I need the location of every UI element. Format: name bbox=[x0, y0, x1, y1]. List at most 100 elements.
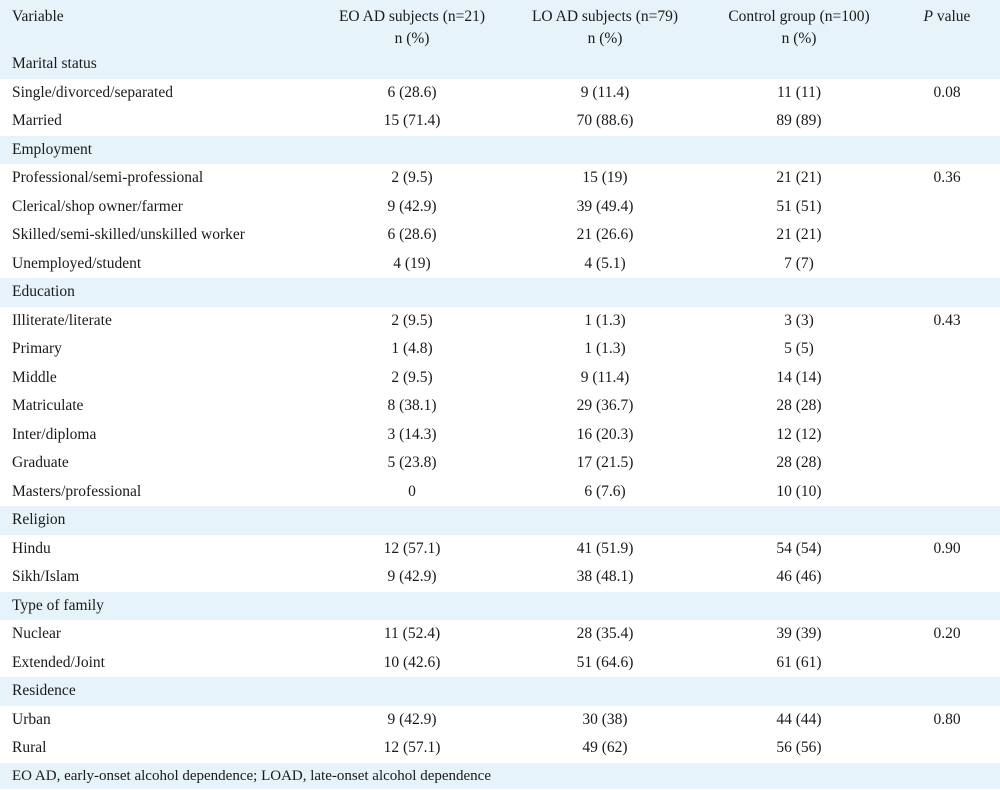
cell-p-value: 0.90 bbox=[933, 539, 961, 557]
header-ctrl-unit: n (%) bbox=[781, 30, 817, 47]
cell-eo-ad: 8 (38.1) bbox=[387, 397, 437, 414]
cell-control: 46 (46) bbox=[776, 568, 822, 585]
row-label: Professional/semi-professional bbox=[12, 169, 204, 186]
cell-p-value bbox=[894, 221, 1000, 250]
cell-lo-ad: 49 (62) bbox=[582, 739, 628, 756]
cell-p-value bbox=[894, 107, 1000, 136]
row-label: Primary bbox=[12, 340, 62, 357]
section-title: Marital status bbox=[0, 50, 1000, 79]
cell-control: 44 (44) bbox=[776, 710, 822, 728]
table-row: Skilled/semi-skilled/unskilled worker 6 (… bbox=[0, 221, 1000, 250]
cell-control: 51 (51) bbox=[776, 197, 822, 215]
row-label: Sikh/Islam bbox=[12, 568, 80, 585]
cell-p-value bbox=[894, 449, 1000, 478]
section-title: Employment bbox=[0, 135, 1000, 164]
cell-p-value bbox=[894, 734, 1000, 763]
table-body: Marital status Single/divorced/separated 6… bbox=[0, 50, 1000, 763]
cell-p-value bbox=[894, 478, 1000, 507]
cell-control: 21 (21) bbox=[776, 169, 822, 186]
table-row: Hindu 12 (57.1) 41 (51.9) 54 (54) 0.90 bbox=[0, 535, 1000, 564]
cell-lo-ad: 21 (26.6) bbox=[576, 226, 634, 243]
table-row: Sikh/Islam 9 (42.9) 38 (48.1) 46 (46) bbox=[0, 563, 1000, 592]
row-label: Illiterate/literate bbox=[12, 311, 112, 329]
table-row: Graduate 5 (23.8) 17 (21.5) 28 (28) bbox=[0, 449, 1000, 478]
cell-control: 3 (3) bbox=[784, 311, 814, 329]
cell-control: 21 (21) bbox=[776, 226, 822, 243]
section-row: Residence bbox=[0, 677, 1000, 706]
cell-p-value: 0.08 bbox=[933, 83, 961, 101]
table-row: Professional/semi-professional 2 (9.5) 15 … bbox=[0, 164, 1000, 193]
table-footnote: EO AD, early-onset alcohol dependence; L… bbox=[0, 762, 1000, 789]
cell-lo-ad: 1 (1.3) bbox=[584, 340, 626, 357]
cell-eo-ad: 6 (28.6) bbox=[387, 83, 437, 101]
section-row: Employment bbox=[0, 135, 1000, 164]
row-label: Married bbox=[12, 112, 62, 129]
row-label: Single/divorced/separated bbox=[12, 83, 173, 101]
section-row: Education bbox=[0, 278, 1000, 307]
section-title: Residence bbox=[0, 677, 1000, 706]
section-row: Religion bbox=[0, 506, 1000, 535]
cell-p-value bbox=[894, 335, 1000, 364]
row-label: Matriculate bbox=[12, 397, 84, 414]
cell-eo-ad: 9 (42.9) bbox=[387, 197, 437, 215]
cell-lo-ad: 29 (36.7) bbox=[576, 397, 634, 414]
table-row: Unemployed/student 4 (19) 4 (5.1) 7 (7) bbox=[0, 250, 1000, 279]
cell-control: 7 (7) bbox=[784, 254, 814, 272]
row-label: Middle bbox=[12, 368, 57, 386]
cell-lo-ad: 39 (49.4) bbox=[576, 197, 634, 215]
cell-eo-ad: 3 (14.3) bbox=[387, 425, 437, 443]
cell-control: 28 (28) bbox=[776, 397, 822, 414]
cell-eo-ad: 11 (52.4) bbox=[383, 625, 441, 642]
cell-p-value: 0.36 bbox=[933, 169, 961, 186]
cell-lo-ad: 6 (7.6) bbox=[584, 482, 626, 500]
row-label: Unemployed/student bbox=[12, 254, 142, 272]
section-row: Marital status bbox=[0, 50, 1000, 79]
cell-p-value bbox=[894, 392, 1000, 421]
section-title: Religion bbox=[0, 506, 1000, 535]
row-label: Clerical/shop owner/farmer bbox=[12, 197, 183, 215]
table-row: Inter/diploma 3 (14.3) 16 (20.3) 12 (12) bbox=[0, 421, 1000, 450]
table-row: Masters/professional 0 6 (7.6) 10 (10) bbox=[0, 478, 1000, 507]
cell-eo-ad: 2 (9.5) bbox=[391, 311, 433, 329]
cell-eo-ad: 10 (42.6) bbox=[383, 653, 441, 671]
table-row: Primary 1 (4.8) 1 (1.3) 5 (5) bbox=[0, 335, 1000, 364]
cell-lo-ad: 15 (19) bbox=[582, 169, 628, 186]
table-row: Middle 2 (9.5) 9 (11.4) 14 (14) bbox=[0, 364, 1000, 393]
header-variable: Variable bbox=[0, 0, 318, 50]
cell-lo-ad: 1 (1.3) bbox=[584, 311, 626, 329]
cell-control: 5 (5) bbox=[784, 340, 814, 357]
table-header: Variable EO AD subjects (n=21) n (%) LO … bbox=[0, 0, 1000, 50]
cell-p-value bbox=[894, 193, 1000, 222]
cell-eo-ad: 4 (19) bbox=[393, 254, 431, 272]
cell-lo-ad: 30 (38) bbox=[582, 710, 628, 728]
header-eo-ad: EO AD subjects (n=21) n (%) bbox=[318, 0, 506, 50]
cell-eo-ad: 9 (42.9) bbox=[387, 710, 437, 728]
table-row: Nuclear 11 (52.4) 28 (35.4) 39 (39) 0.20 bbox=[0, 620, 1000, 649]
cell-eo-ad: 6 (28.6) bbox=[387, 226, 437, 243]
cell-lo-ad: 41 (51.9) bbox=[576, 539, 634, 557]
cell-control: 28 (28) bbox=[776, 454, 822, 471]
header-p-value: P value bbox=[894, 0, 1000, 50]
table-row: Rural 12 (57.1) 49 (62) 56 (56) bbox=[0, 734, 1000, 763]
demographics-table: Variable EO AD subjects (n=21) n (%) LO … bbox=[0, 0, 1000, 763]
cell-eo-ad: 12 (57.1) bbox=[383, 739, 441, 756]
row-label: Graduate bbox=[12, 454, 69, 471]
row-label: Hindu bbox=[12, 539, 51, 557]
cell-lo-ad: 9 (11.4) bbox=[580, 368, 630, 386]
cell-eo-ad: 12 (57.1) bbox=[383, 539, 441, 557]
section-title: Type of family bbox=[0, 591, 1000, 620]
cell-lo-ad: 38 (48.1) bbox=[576, 568, 634, 585]
cell-control: 12 (12) bbox=[776, 425, 822, 443]
header-eo-unit: n (%) bbox=[394, 30, 430, 47]
row-label: Urban bbox=[12, 710, 51, 728]
cell-eo-ad: 2 (9.5) bbox=[391, 368, 433, 386]
table-row: Clerical/shop owner/farmer 9 (42.9) 39 (49… bbox=[0, 193, 1000, 222]
cell-p-value bbox=[894, 421, 1000, 450]
section-title: Education bbox=[0, 278, 1000, 307]
cell-control: 89 (89) bbox=[776, 112, 822, 129]
table-row: Illiterate/literate 2 (9.5) 1 (1.3) 3 (3) 0.… bbox=[0, 307, 1000, 336]
cell-eo-ad: 1 (4.8) bbox=[391, 340, 433, 357]
cell-p-value: 0.80 bbox=[933, 710, 961, 728]
cell-eo-ad: 2 (9.5) bbox=[391, 169, 433, 186]
row-label: Rural bbox=[12, 739, 47, 756]
